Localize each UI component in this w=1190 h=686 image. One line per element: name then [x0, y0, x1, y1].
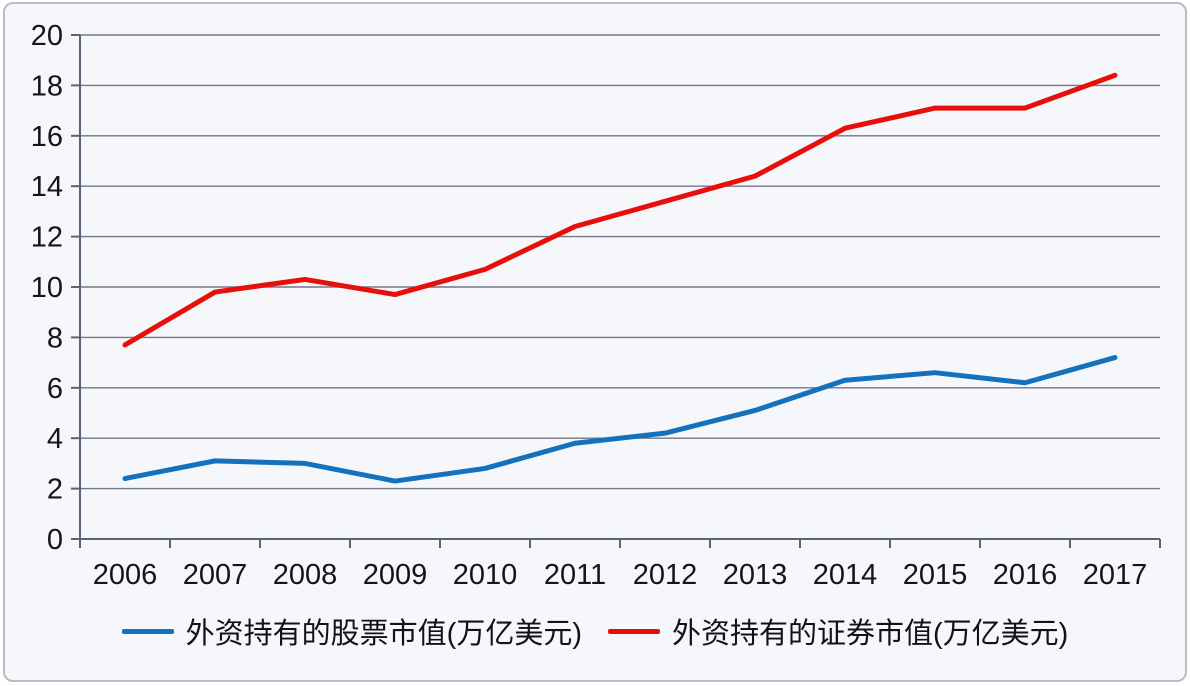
chart-legend: 外资持有的股票市值(万亿美元) 外资持有的证券市值(万亿美元): [5, 610, 1185, 652]
y-axis-tick-label: 2: [47, 474, 63, 506]
y-axis-tick-label: 6: [47, 373, 63, 405]
legend-label-stocks: 外资持有的股票市值(万亿美元): [185, 618, 582, 650]
y-axis-tick-label: 8: [47, 322, 63, 354]
x-axis-tick-label: 2008: [273, 559, 338, 591]
y-axis-tick-label: 16: [31, 121, 63, 153]
x-axis-tick-label: 2012: [633, 559, 698, 591]
legend-swatch-blue-line: [121, 628, 174, 634]
series-line-1: [122, 72, 1118, 348]
y-axis-tick-label: 18: [31, 70, 63, 102]
x-axis-tick-label: 2006: [93, 559, 158, 591]
x-axis-tick-label: 2007: [183, 559, 248, 591]
y-axis-tick-label: 0: [47, 524, 63, 556]
y-axis-tick-label: 10: [31, 272, 63, 304]
x-axis-tick-label: 2010: [453, 559, 518, 591]
chart-card: 0 2 4 6 8 10 12 14 16 18 20 2006 2007 2008 2009 2010 201…: [3, 2, 1187, 682]
x-axis-tick-label: 2009: [363, 559, 428, 591]
series-line-0: [122, 355, 1118, 484]
legend-swatch-red-line: [608, 628, 660, 634]
x-axis-tick-label: 2014: [813, 559, 878, 591]
y-axis-tick-label: 12: [31, 222, 63, 254]
y-axis-tick-label: 4: [47, 423, 63, 455]
y-axis-tick-label: 14: [31, 171, 63, 203]
x-axis-tick-label: 2011: [544, 559, 606, 591]
legend-item-securities: 外资持有的证券市值(万亿美元): [608, 610, 1068, 652]
x-axis-tick-label: 2016: [993, 559, 1058, 591]
x-axis-tick-label: 2015: [903, 559, 968, 591]
x-axis-tick-label: 2017: [1083, 559, 1148, 591]
x-axis-tick-label: 2013: [723, 559, 788, 591]
y-axis-tick-label: 20: [31, 20, 63, 52]
legend-label-securities: 外资持有的证券市值(万亿美元): [672, 618, 1069, 650]
line-chart-plot-area: 0 2 4 6 8 10 12 14 16 18 20 2006 2007 2008 2009 2010 201…: [31, 20, 1161, 591]
legend-item-stocks: 外资持有的股票市值(万亿美元): [121, 610, 582, 652]
